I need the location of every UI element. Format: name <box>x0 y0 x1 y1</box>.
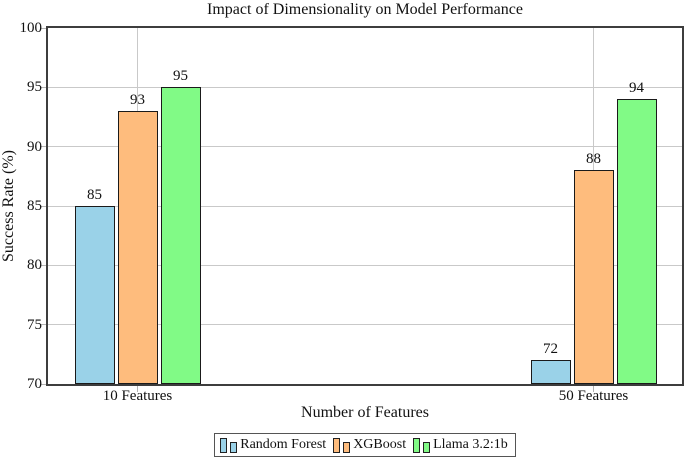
y-tick-label: 100 <box>19 20 43 36</box>
x-tick-label: 10 Features <box>102 388 173 404</box>
y-tick <box>40 205 46 207</box>
y-tick-label: 80 <box>27 257 42 274</box>
legend-bar-swatch <box>333 437 341 453</box>
legend-marker-icon <box>333 437 351 453</box>
bar <box>616 99 657 384</box>
bar <box>530 360 571 384</box>
gridline-h <box>48 264 682 266</box>
y-tick <box>40 27 46 29</box>
legend: Random Forest XGBoost Llama 3.2:1b <box>214 433 516 457</box>
x-tick <box>137 386 138 392</box>
bar <box>117 111 158 384</box>
bar-value-label: 72 <box>543 341 558 358</box>
y-tick <box>40 324 46 326</box>
x-tick <box>593 386 594 392</box>
bar-value-label: 94 <box>629 80 644 97</box>
bar-value-label: 93 <box>130 92 145 109</box>
bar <box>160 87 201 384</box>
y-tick-label: 75 <box>27 316 42 333</box>
legend-entry: XGBoost <box>333 437 406 453</box>
legend-row: Random Forest XGBoost Llama 3.2:1b <box>46 433 684 457</box>
plot-area: 85 72 93 88 95 94 <box>40 26 684 392</box>
x-tick-label: 50 Features <box>558 388 629 404</box>
y-tick-label: 70 <box>27 376 42 392</box>
bar-value-label: 85 <box>87 187 102 203</box>
y-tick <box>40 86 46 88</box>
gridline-h <box>48 324 682 326</box>
bar-value-label: 95 <box>173 68 188 85</box>
bar-value-label: 88 <box>586 151 601 168</box>
legend-marker-icon <box>220 437 238 453</box>
legend-label: Llama 3.2:1b <box>433 437 508 452</box>
y-tick <box>40 383 46 385</box>
legend-bar-swatch <box>220 437 228 453</box>
gridline-h <box>48 146 682 148</box>
legend-entry: Llama 3.2:1b <box>413 437 508 453</box>
legend-bar-swatch <box>343 441 351 453</box>
gridline-h <box>48 86 682 88</box>
legend-label: XGBoost <box>353 437 407 452</box>
y-tick-label: 90 <box>27 138 42 155</box>
legend-bar-swatch <box>230 441 238 453</box>
y-tick-label: 85 <box>27 198 42 214</box>
chart-title: Impact of Dimensionality on Model Perfor… <box>207 1 523 18</box>
y-tick-label: 95 <box>27 79 42 96</box>
gridline-h <box>48 205 682 207</box>
y-tick <box>40 264 46 266</box>
y-tick <box>40 146 46 148</box>
legend-bar-swatch <box>423 441 431 453</box>
bar <box>74 206 115 384</box>
legend-marker-icon <box>413 437 431 453</box>
legend-label: Random Forest <box>240 437 327 452</box>
x-axis-label: Number of Features <box>301 404 429 421</box>
legend-bar-swatch <box>413 437 421 453</box>
bar <box>573 170 614 384</box>
legend-entry: Random Forest <box>220 437 326 453</box>
